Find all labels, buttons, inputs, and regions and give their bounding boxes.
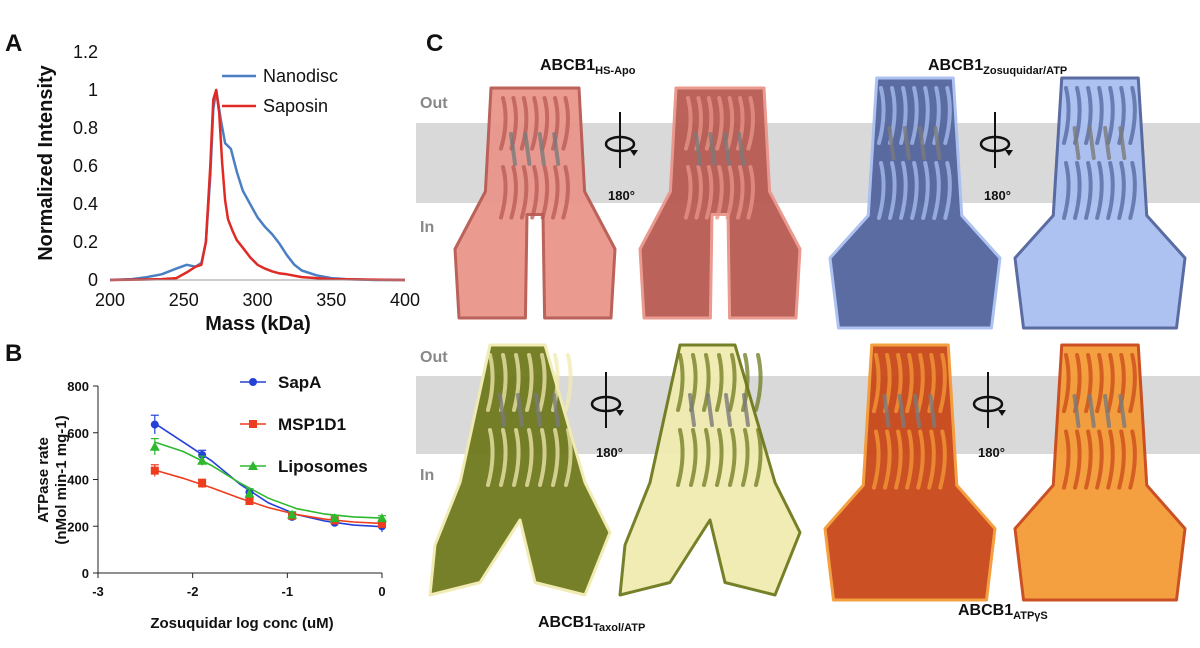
panel-b-point-liposomes (197, 455, 208, 465)
membrane-in-label-bottom: In (420, 467, 434, 484)
panel-b-legend-label: SapA (278, 373, 321, 392)
panel-b-x-axis-label: Zosuquidar log conc (uM) (150, 615, 333, 632)
structure-title-taxol-atp: ABCB1Taxol/ATP (538, 614, 645, 634)
panel-b-legend-marker (248, 461, 258, 470)
structure-atpgs-view-2 (1013, 343, 1187, 602)
structure-title-atpgs-sub: ATPγS (1013, 610, 1048, 622)
panel-a-x-tick: 350 (316, 290, 346, 310)
panel-b-x-tick: 0 (378, 584, 385, 599)
panel-a-chart: 200 250 300 350 400 0 0.2 0.4 0.6 0.8 1 1.2 Nanodis… (35, 42, 420, 335)
structure-taxol-atp-view-1 (428, 343, 612, 597)
structure-title-taxol-atp-sub: Taxol/ATP (593, 622, 645, 634)
panel-a-series-saposin (109, 88, 406, 282)
panel-b-point-msp1d1 (150, 466, 159, 475)
rotation-label-top-left: 180° (608, 188, 635, 203)
rotation-arrow-icon (979, 112, 1013, 168)
rotation-arrow-icon (604, 112, 638, 168)
panel-b-fit-sapa (154, 422, 383, 528)
panel-a-y-tick: 0.4 (73, 194, 98, 214)
panel-b-y-tick: 400 (67, 473, 89, 488)
membrane-out-label-bottom: Out (420, 349, 448, 366)
structure-title-taxol-atp-main: ABCB1 (538, 614, 593, 631)
panel-b-fit-msp1d1 (154, 469, 383, 525)
panel-b-point-sapa (198, 450, 207, 459)
panel-a-legend-label: Saposin (263, 96, 328, 116)
panel-c-structures: Out In Out In ABCB1HS-Apo ABCB1Zosuquida… (416, 57, 1200, 634)
panel-a-y-axis-label: Normalized Intensity (35, 64, 57, 260)
rotation-arrow-icon (590, 372, 624, 428)
structure-title-zosuquidar-atp-sub: Zosuquidar/ATP (983, 65, 1067, 77)
structure-zosuquidar-atp-view-2 (1013, 76, 1187, 330)
structure-title-zosuquidar-atp-main: ABCB1 (928, 57, 983, 74)
panel-b-chart: -3 -2 -1 0 0 200 400 600 800 SapA MSP1D1 Liposomes… (35, 373, 387, 632)
rotation-arrow-icon (972, 372, 1006, 428)
structure-atpgs-view-1 (823, 343, 997, 602)
panel-b-point-msp1d1 (245, 497, 254, 506)
panel-b-y-tick: 0 (82, 566, 89, 581)
panel-b-y-tick: 200 (67, 519, 89, 534)
panel-a-y-tick: 1.2 (73, 42, 98, 62)
panel-b-legend-marker (249, 378, 257, 386)
structure-title-zosuquidar-atp: ABCB1Zosuquidar/ATP (928, 57, 1067, 77)
structure-title-atpgs-main: ABCB1 (958, 602, 1013, 619)
rotation-label-bottom-right: 180° (978, 445, 1005, 460)
panel-b-y-axis-label-line1: ATPase rate (35, 437, 52, 523)
membrane-out-label-top: Out (420, 95, 448, 112)
panel-a-legend-label: Nanodisc (263, 66, 338, 86)
structure-taxol-atp-view-2 (618, 343, 802, 597)
structure-hs-apo-view-2 (638, 86, 802, 320)
structure-zosuquidar-atp-view-1 (828, 76, 1002, 330)
panel-b-y-axis-label-line2: (nMol min-1 mg-1) (53, 415, 70, 544)
membrane-in-label-top: In (420, 219, 434, 236)
rotation-label-top-right: 180° (984, 188, 1011, 203)
panel-b-point-liposomes (377, 513, 387, 523)
structure-title-atpgs: ABCB1ATPγS (958, 602, 1048, 622)
structure-hs-apo-view-1 (453, 86, 617, 320)
panel-a-y-tick: 0.8 (73, 118, 98, 138)
panel-b-y-tick: 600 (67, 426, 89, 441)
panel-a-x-tick: 400 (390, 290, 420, 310)
panel-letter-b: B (5, 340, 23, 367)
panel-a-x-axis-label: Mass (kDa) (205, 313, 311, 335)
panel-a-x-tick: 200 (95, 290, 125, 310)
panel-b-legend-label: MSP1D1 (278, 415, 346, 434)
panel-b-point-liposomes (329, 513, 340, 523)
panel-b-legend-label: Liposomes (278, 457, 368, 476)
panel-b-x-tick: -2 (187, 584, 199, 599)
panel-a-x-tick: 250 (169, 290, 199, 310)
panel-a-y-tick: 0.2 (73, 232, 98, 252)
panel-b-fit-liposomes (154, 441, 383, 519)
structure-title-hs-apo-main: ABCB1 (540, 57, 595, 74)
structure-title-hs-apo-sub: HS-Apo (595, 65, 636, 77)
panel-b-point-liposomes (244, 488, 255, 498)
panel-b-point-liposomes (287, 509, 298, 519)
panel-letter-a: A (5, 30, 23, 57)
panel-a-y-tick: 1 (88, 80, 98, 100)
panel-b-x-tick: -3 (92, 584, 104, 599)
panel-letter-c: C (426, 30, 444, 57)
panel-b-point-msp1d1 (378, 519, 386, 528)
panel-a-y-tick: 0 (88, 270, 98, 290)
panel-a-y-tick: 0.6 (73, 156, 98, 176)
structure-title-hs-apo: ABCB1HS-Apo (540, 57, 636, 77)
panel-a-series-nanodisc (109, 88, 405, 282)
panel-b-y-tick: 800 (67, 379, 89, 394)
panel-a-x-tick: 300 (242, 290, 272, 310)
panel-b-point-liposomes (149, 441, 160, 451)
panel-b-x-tick: -1 (282, 584, 294, 599)
panel-b-point-sapa (150, 420, 159, 429)
rotation-label-bottom-left: 180° (596, 445, 623, 460)
panel-b-point-msp1d1 (198, 479, 207, 488)
panel-b-legend-marker (249, 420, 257, 428)
